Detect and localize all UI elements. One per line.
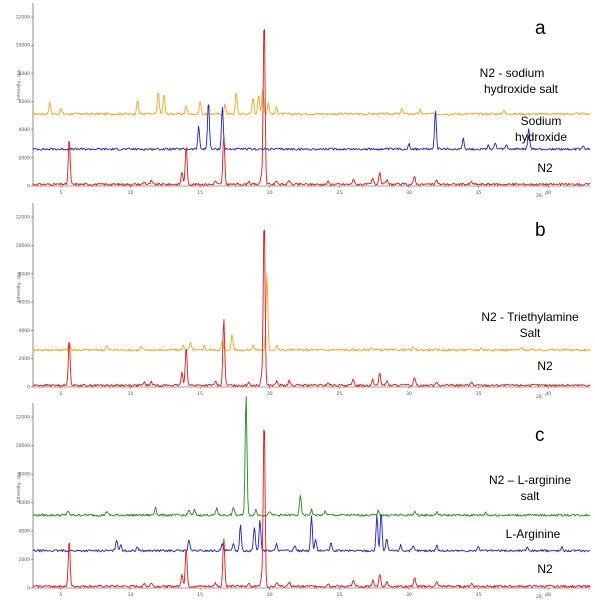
y-tick-label: 4000 [19,529,31,535]
series-line-n2-l-arginine-salt [32,396,591,517]
y-tick-label: 2000 [19,356,31,362]
panel-letter-a: a [535,18,546,39]
series-line-l-arginine [32,514,591,553]
x-tick-label: 40 [545,592,551,598]
label-sodium-hydroxide-line2: hydroxide [515,130,567,144]
panel-a: Intensity, cps 2θ, ° 0 2000 4000 6000 8000 10… [16,3,591,199]
y-tick-label: 2000 [19,557,31,563]
y-tick-label: 0 [27,385,30,391]
y-tick-label: 10000 [16,443,30,449]
x-tick-label: 5 [59,190,62,196]
ticks-c: 0 2000 4000 6000 8000 10000 12000 5 10 15 20 25 30 35… [16,415,552,598]
traces-c [32,396,591,588]
traces-a [32,29,591,186]
series-line-n2-sodium-hydroxide-salt [32,88,591,116]
y-tick-label: 2000 [19,155,31,161]
label-sodium-hydroxide-salt-line2: hydroxide salt [484,82,559,96]
series-line-n2 [32,229,591,387]
y-tick-label: 8000 [19,71,31,77]
x-tick-label: 15 [197,592,203,598]
label-l-arginine: L-Arginine [506,527,561,541]
y-tick-label: 12000 [16,215,30,221]
x-tick-label: 40 [545,190,551,196]
y-tick-label: 12000 [16,415,30,421]
x-tick-label: 5 [59,391,62,397]
series-line-sodium-hydroxide [32,104,591,151]
label-arginine-salt-line2: salt [521,489,540,503]
x-tick-label: 40 [545,391,551,397]
label-arginine-salt-line1: N2 – L-arginine [489,473,571,487]
label-n2-c: N2 [537,562,553,576]
panel-c: Intensity, cps 2θ, ° 0 2000 4000 6000 8000 10… [16,396,591,600]
x-tick-label: 15 [197,190,203,196]
y-tick-label: 10000 [16,43,30,49]
x-tick-label: 10 [128,190,134,196]
xlabel-b: 2θ, ° [536,394,547,400]
x-tick-label: 20 [267,592,273,598]
ylabel-a: Intensity, cps [16,69,22,100]
series-line-n2 [32,429,591,588]
y-tick-label: 6000 [19,500,31,506]
label-n2-b: N2 [537,359,553,373]
x-tick-label: 25 [336,190,342,196]
traces-b [32,229,591,387]
panel-letter-b: b [535,220,546,241]
ticks-b: 0 2000 4000 6000 8000 10000 12000 5 10 15 20 25 30 35… [16,215,552,397]
xlabel-c: 2θ, ° [536,594,547,600]
series-line-n2-triethylamine-salt [32,273,591,352]
y-tick-label: 4000 [19,127,31,133]
label-sodium-hydroxide-salt-line1: N2 - sodium [480,66,545,80]
x-tick-label: 5 [59,592,62,598]
y-tick-label: 12000 [16,15,30,21]
x-tick-label: 30 [406,592,412,598]
y-tick-label: 0 [27,586,30,592]
label-n2-a: N2 [537,161,553,175]
label-triethylamine-salt-line2: Salt [520,326,541,340]
x-tick-label: 15 [197,391,203,397]
xlabel-a: 2θ, ° [536,193,547,199]
y-tick-label: 10000 [16,243,30,249]
y-tick-label: 6000 [19,99,31,105]
y-tick-label: 0 [27,184,30,190]
x-tick-label: 10 [128,391,134,397]
x-tick-label: 20 [267,391,273,397]
label-sodium-hydroxide-line1: Sodium [521,114,562,128]
y-tick-label: 8000 [19,271,31,277]
ylabel-b: Intensity, cps [16,271,22,302]
x-tick-label: 30 [406,391,412,397]
x-tick-label: 20 [267,190,273,196]
y-tick-label: 4000 [19,328,31,334]
ticks-a: 0 2000 4000 6000 8000 10000 12000 5 10 15 20 25 30 35… [16,15,552,196]
x-tick-label: 25 [336,592,342,598]
x-tick-label: 35 [476,592,482,598]
x-tick-label: 25 [336,391,342,397]
panel-b: Intensity, cps 2θ, ° 0 2000 4000 6000 8000 10… [16,203,591,400]
x-tick-label: 35 [476,391,482,397]
series-line-n2 [32,29,591,186]
y-tick-label: 8000 [19,472,31,478]
panel-letter-c: c [535,425,545,446]
x-tick-label: 30 [406,190,412,196]
ylabel-c: Intensity, cps [16,471,22,502]
x-tick-label: 10 [128,592,134,598]
x-tick-label: 35 [476,190,482,196]
label-triethylamine-salt-line1: N2 - Triethylamine [481,310,579,324]
y-tick-label: 6000 [19,300,31,306]
